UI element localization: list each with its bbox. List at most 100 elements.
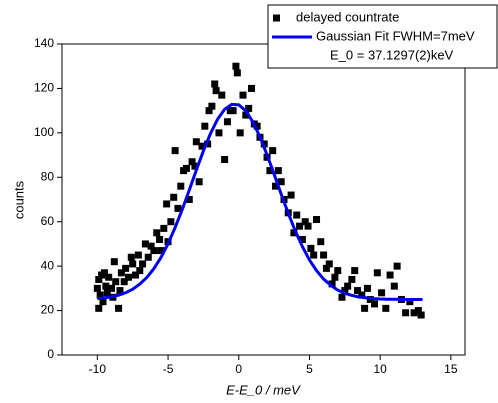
data-point	[338, 293, 346, 301]
data-point	[201, 122, 209, 130]
data-point	[239, 91, 247, 99]
y-tick-label: 120	[34, 81, 54, 95]
data-point	[174, 204, 182, 212]
data-point	[182, 164, 190, 172]
data-point	[233, 69, 241, 77]
data-point	[192, 138, 200, 146]
data-point	[382, 304, 390, 312]
data-point	[245, 104, 253, 112]
data-point	[153, 229, 161, 237]
data-point	[96, 291, 104, 299]
data-point	[373, 269, 381, 277]
data-point	[112, 278, 120, 286]
x-tick-label: -10	[89, 362, 107, 376]
y-tick-label: 80	[41, 169, 55, 183]
data-point	[124, 273, 132, 281]
x-axis-label: E-E_0 / meV	[226, 382, 301, 397]
data-point	[156, 235, 164, 243]
data-point	[211, 80, 219, 88]
data-point	[95, 304, 103, 312]
data-point	[136, 267, 144, 275]
data-point	[150, 247, 158, 255]
data-point	[277, 178, 285, 186]
data-point	[317, 238, 325, 246]
legend-label: delayed countrate	[296, 9, 399, 24]
data-point	[253, 122, 261, 130]
data-point	[334, 267, 342, 275]
data-point	[105, 273, 113, 281]
data-point	[188, 158, 196, 166]
data-point	[147, 242, 155, 250]
legend-annotation: E_0 = 37.1297(2)keV	[330, 47, 454, 62]
data-point	[134, 251, 142, 259]
data-point	[390, 282, 398, 290]
data-point	[304, 222, 312, 230]
data-point	[351, 267, 359, 275]
y-tick-label: 20	[41, 303, 55, 317]
y-tick-label: 100	[34, 125, 54, 139]
data-point	[393, 262, 401, 270]
data-point	[301, 218, 309, 226]
data-point	[287, 191, 295, 199]
y-tick-label: 0	[47, 347, 54, 361]
data-point	[115, 304, 123, 312]
data-point	[129, 260, 137, 268]
data-point	[102, 282, 110, 290]
data-point	[358, 291, 366, 299]
data-point	[325, 260, 333, 268]
data-point	[177, 182, 185, 190]
y-tick-label: 60	[41, 214, 55, 228]
data-point	[402, 309, 410, 317]
data-point	[242, 111, 250, 119]
plot-frame	[61, 43, 466, 356]
data-point	[266, 167, 274, 175]
data-point	[170, 193, 178, 201]
data-point	[272, 182, 280, 190]
data-point	[410, 309, 418, 317]
data-point	[163, 200, 171, 208]
data-point	[103, 289, 111, 297]
data-point	[221, 156, 229, 164]
data-point	[99, 298, 107, 306]
data-point	[293, 211, 301, 219]
legend-label: Gaussian Fit FWHM=7meV	[316, 28, 475, 43]
data-point	[232, 62, 240, 70]
data-point	[363, 284, 371, 292]
data-point	[110, 258, 118, 266]
data-point	[406, 298, 414, 306]
data-point	[378, 289, 386, 297]
data-point	[322, 264, 330, 272]
y-tick-label: 40	[41, 258, 55, 272]
data-point	[141, 240, 149, 248]
data-point	[122, 264, 130, 272]
data-point	[269, 147, 277, 155]
data-point	[120, 278, 128, 286]
data-point	[93, 284, 101, 292]
data-point	[171, 147, 179, 155]
data-point	[185, 196, 193, 203]
x-tick-label: 5	[306, 362, 313, 376]
data-point	[198, 142, 206, 150]
data-point	[371, 300, 379, 308]
x-tick-label: 0	[235, 362, 242, 376]
data-point	[313, 215, 321, 223]
data-point	[354, 287, 362, 295]
data-point	[116, 287, 124, 295]
data-point	[344, 282, 352, 290]
data-point	[307, 244, 315, 252]
data-point	[320, 251, 328, 259]
x-tick-label: 10	[373, 362, 387, 376]
data-point	[160, 224, 168, 232]
data-point	[117, 269, 125, 277]
data-point	[236, 129, 244, 137]
data-point	[212, 87, 220, 95]
data-point	[414, 307, 422, 315]
data-point	[348, 275, 356, 283]
data-point	[328, 280, 336, 288]
legend-marker	[273, 14, 280, 22]
data-point	[274, 167, 282, 175]
data-point	[310, 251, 318, 259]
x-tick-label: 15	[444, 362, 458, 376]
data-point	[127, 253, 135, 261]
